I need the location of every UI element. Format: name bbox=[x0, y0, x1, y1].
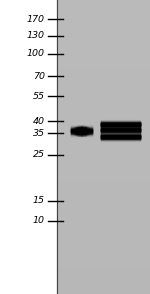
Text: 100: 100 bbox=[27, 49, 45, 58]
Text: 15: 15 bbox=[33, 196, 45, 205]
Text: 55: 55 bbox=[33, 92, 45, 101]
Text: 25: 25 bbox=[33, 150, 45, 159]
Text: 40: 40 bbox=[33, 117, 45, 126]
Text: 70: 70 bbox=[33, 72, 45, 81]
Text: 10: 10 bbox=[33, 216, 45, 225]
Text: 35: 35 bbox=[33, 129, 45, 138]
Bar bbox=[57, 0, 150, 294]
Text: 130: 130 bbox=[27, 31, 45, 40]
Text: 170: 170 bbox=[27, 15, 45, 24]
